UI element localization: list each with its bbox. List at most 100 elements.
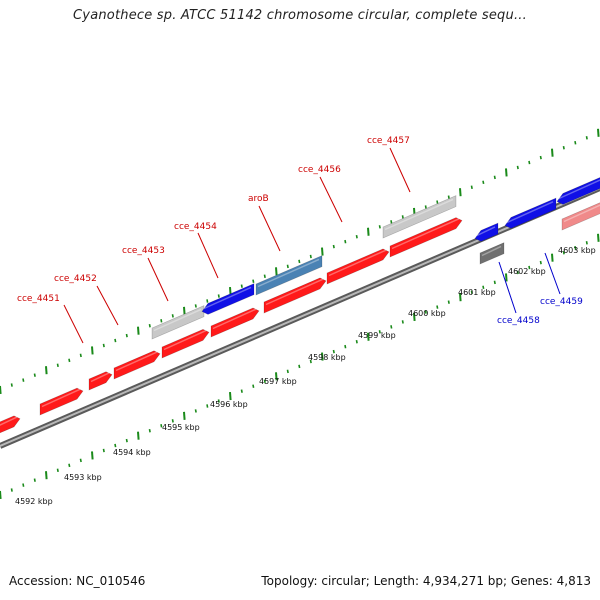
inner-tick bbox=[10, 488, 13, 492]
outer-tick bbox=[344, 239, 347, 244]
leader-line bbox=[63, 304, 84, 344]
inner-tick bbox=[137, 431, 140, 440]
outer-tick bbox=[367, 227, 370, 236]
gene-arrow[interactable] bbox=[263, 277, 327, 314]
inner-tick bbox=[344, 344, 347, 349]
gene-arrow[interactable] bbox=[113, 350, 161, 380]
gene-arrow-reverse-shine bbox=[203, 286, 252, 310]
inner-tick bbox=[470, 290, 473, 295]
backbone bbox=[0, 185, 600, 449]
outer-tick bbox=[482, 180, 485, 185]
leader-line bbox=[389, 147, 411, 193]
inner-tick bbox=[286, 369, 289, 374]
outer-tick bbox=[183, 306, 186, 315]
outer-tick bbox=[160, 319, 163, 323]
inner-tick bbox=[539, 260, 542, 265]
inner-tick-ring bbox=[0, 233, 600, 500]
tick-label: 4601 kbp bbox=[458, 288, 496, 297]
outer-tick bbox=[0, 385, 2, 395]
outer-tick bbox=[114, 338, 117, 343]
tick-label: 4597 kbp bbox=[259, 377, 297, 386]
inner-tick bbox=[0, 490, 2, 500]
inner-tick bbox=[68, 463, 71, 468]
inner-tick bbox=[574, 246, 577, 250]
gene-arrow-reverse[interactable] bbox=[556, 175, 600, 205]
tick-label: 4595 kbp bbox=[162, 423, 200, 432]
tick-label: 4600 kbp bbox=[408, 309, 446, 318]
outer-tick bbox=[597, 128, 600, 137]
inner-tick bbox=[183, 411, 186, 420]
outer-tick bbox=[516, 165, 519, 170]
gene-arrow[interactable] bbox=[88, 371, 113, 391]
gene-arrow[interactable] bbox=[326, 248, 390, 285]
outer-tick bbox=[355, 234, 358, 239]
outer-tick bbox=[217, 294, 220, 298]
inner-tick bbox=[102, 448, 105, 453]
outer-tick bbox=[91, 346, 94, 355]
inner-tick bbox=[263, 379, 266, 384]
inner-tick bbox=[516, 270, 519, 275]
outer-tick bbox=[171, 314, 174, 318]
label-leaders bbox=[63, 147, 561, 344]
gene-arrow[interactable] bbox=[161, 329, 210, 359]
inner-tick bbox=[125, 438, 128, 443]
outer-tick bbox=[68, 358, 71, 363]
pseudogene-bar[interactable] bbox=[382, 195, 457, 239]
inner-tick bbox=[401, 320, 404, 324]
outer-tick bbox=[240, 284, 243, 288]
tick-label: 4598 kbp bbox=[308, 353, 346, 362]
inner-tick bbox=[252, 384, 255, 388]
tick-label: 4592 kbp bbox=[15, 497, 53, 506]
inner-tick bbox=[114, 443, 117, 448]
inner-tick bbox=[355, 339, 358, 344]
gene-features[interactable] bbox=[0, 175, 600, 435]
pseudogene-bar-shine bbox=[153, 308, 202, 332]
gene-arrow-reverse-shine bbox=[506, 201, 554, 224]
gene-arrow[interactable] bbox=[210, 307, 260, 338]
gene-labels: cce_4451 cce_4452 cce_4453 cce_4454 aroB cce_… bbox=[17, 136, 583, 326]
inner-tick bbox=[22, 483, 25, 487]
gene-arrow-reverse[interactable] bbox=[201, 283, 255, 315]
gene-arrow-shine bbox=[0, 416, 18, 426]
outer-tick bbox=[424, 205, 427, 209]
outer-tick bbox=[528, 160, 531, 165]
outer-tick bbox=[102, 343, 105, 348]
outer-tick bbox=[275, 267, 278, 276]
gene-arrow[interactable] bbox=[389, 217, 463, 258]
gene-label: cce_4453 bbox=[122, 246, 165, 256]
pseudogene-bar[interactable] bbox=[151, 305, 205, 340]
leader-line bbox=[258, 205, 281, 252]
gene-arrow[interactable] bbox=[39, 387, 84, 416]
outer-tick bbox=[22, 378, 25, 382]
inner-tick bbox=[171, 419, 174, 423]
inner-tick bbox=[217, 399, 220, 403]
gene-arrow-reverse[interactable] bbox=[474, 222, 499, 242]
inner-tick bbox=[493, 280, 496, 285]
outer-tick bbox=[436, 200, 439, 204]
outer-tick-ring bbox=[0, 128, 600, 395]
gene-bar-faded[interactable] bbox=[561, 200, 600, 231]
inner-tick bbox=[436, 305, 439, 309]
arob-gene-bar-shine bbox=[257, 258, 320, 288]
outer-tick bbox=[10, 383, 13, 387]
gene-label: cce_4452 bbox=[54, 274, 97, 284]
outer-tick bbox=[401, 215, 404, 219]
inner-tick bbox=[309, 359, 312, 364]
dark-feature-bar[interactable] bbox=[479, 242, 505, 265]
outer-tick bbox=[137, 326, 140, 335]
outer-tick bbox=[148, 323, 151, 328]
gene-arrow-reverse[interactable] bbox=[504, 197, 557, 229]
outer-tick bbox=[321, 247, 324, 256]
inner-tick bbox=[424, 310, 427, 314]
gene-arrow[interactable] bbox=[0, 415, 21, 435]
arob-gene-bar[interactable] bbox=[255, 255, 323, 296]
inner-tick bbox=[482, 285, 485, 290]
outer-tick bbox=[286, 264, 289, 269]
gene-label: cce_4459 bbox=[540, 297, 583, 307]
leader-line bbox=[96, 285, 119, 326]
outer-tick bbox=[79, 353, 82, 358]
outer-tick bbox=[551, 148, 554, 157]
tick-label: 4599 kbp bbox=[358, 331, 396, 340]
outer-tick bbox=[390, 220, 393, 224]
